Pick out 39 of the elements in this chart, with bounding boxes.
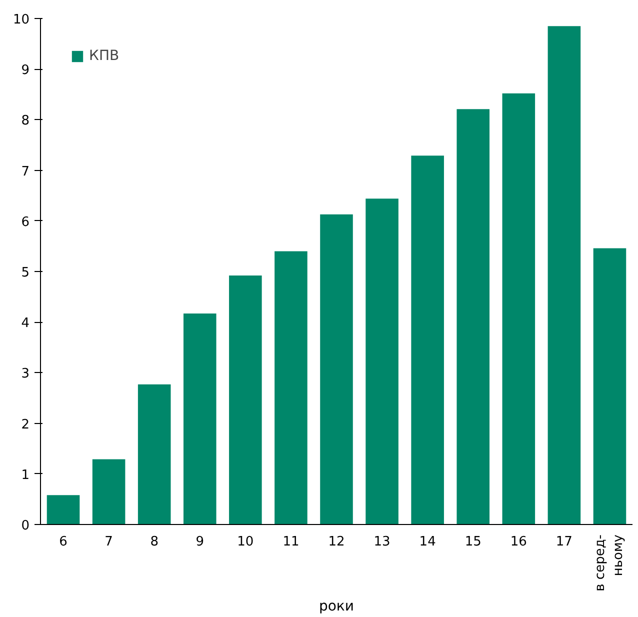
x-tick-label: 8 <box>150 534 158 550</box>
bar <box>548 26 581 524</box>
bar <box>229 276 262 524</box>
x-tick-label: 11 <box>282 534 300 550</box>
x-tick-label: 14 <box>419 534 436 550</box>
y-tick-label: 4 <box>21 316 30 332</box>
bar <box>502 93 536 524</box>
y-tick-label: 5 <box>21 266 30 280</box>
x-tick-label: 7 <box>104 534 113 550</box>
x-tick-label: 6 <box>59 534 68 550</box>
legend-label: КПВ <box>89 48 120 64</box>
x-tick-label: 12 <box>328 534 345 550</box>
y-tick-label: 1 <box>21 468 30 483</box>
bar <box>411 156 444 524</box>
x-tick-label: 9 <box>196 534 204 550</box>
x-tick-label: 16 <box>510 534 527 550</box>
x-axis-title: роки <box>318 598 354 614</box>
x-tick-label: 17 <box>556 534 572 550</box>
bar <box>593 248 626 524</box>
y-tick-label: 8 <box>21 114 30 129</box>
bar <box>138 384 171 524</box>
x-tick-label: 15 <box>464 534 482 550</box>
bar <box>46 495 80 524</box>
y-tick-label: 0 <box>21 518 30 534</box>
x-tick-label: 10 <box>237 534 254 550</box>
y-tick-label: 6 <box>21 214 30 230</box>
bar <box>456 109 490 524</box>
x-tick-label: 13 <box>374 534 390 550</box>
bar <box>183 314 216 524</box>
y-tick-label: 3 <box>21 366 30 382</box>
y-tick-label: 9 <box>21 63 30 78</box>
bar <box>274 251 308 524</box>
bar <box>366 198 398 524</box>
bar <box>92 459 126 524</box>
y-tick-label: 10 <box>12 12 30 28</box>
y-tick-label: 2 <box>21 417 30 432</box>
x-tick-label: в серед- ньому <box>593 534 626 592</box>
y-tick-label: 7 <box>21 164 30 180</box>
bar <box>320 214 353 524</box>
